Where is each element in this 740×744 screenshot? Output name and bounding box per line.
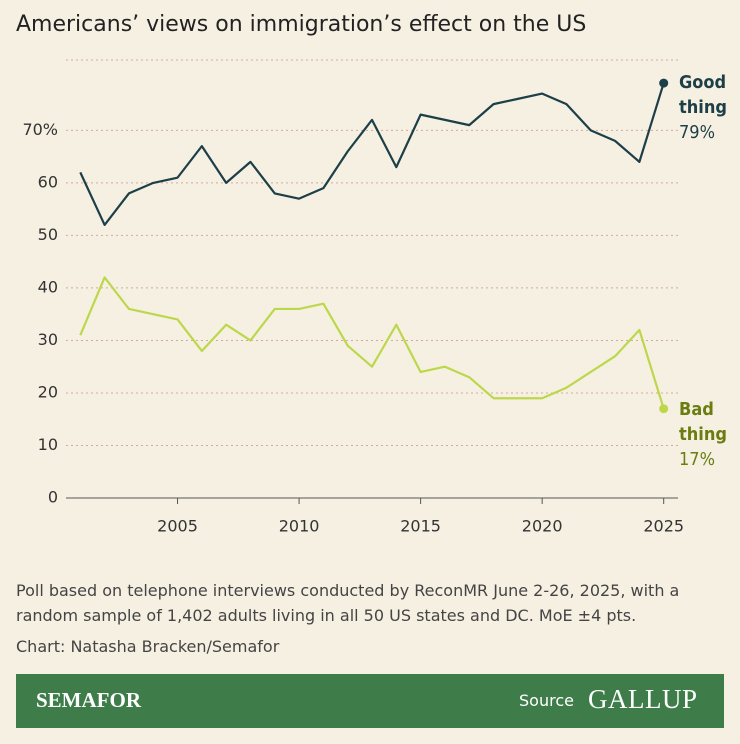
source-label: Source <box>519 691 574 710</box>
series-line <box>79 82 665 227</box>
series-label: Good thing 79% <box>679 70 735 145</box>
chart: 0 10 20 30 40 50 60 70% 2005 2010 2015 2020 2025 <box>22 59 684 536</box>
x-tick-label: 2020 <box>522 517 563 536</box>
end-value-label: 79% <box>679 122 715 143</box>
credit: Chart: Natasha Bracken/Semafor <box>16 637 280 656</box>
end-point <box>659 404 669 414</box>
y-tick-label: 50 <box>38 225 58 244</box>
x-tick-label: 2010 <box>279 517 320 536</box>
series-line <box>79 276 665 410</box>
x-tick-label: 2015 <box>400 517 441 536</box>
y-tick-label: 20 <box>38 382 58 401</box>
y-tick-label: 0 <box>48 488 58 507</box>
end-point <box>659 78 669 88</box>
notes: Poll based on telephone interviews condu… <box>16 581 680 625</box>
y-tick-label: 60 <box>38 172 58 191</box>
y-tick-label: 40 <box>38 277 58 296</box>
y-tick-label: 70% <box>22 120 58 139</box>
source: GALLUP <box>588 684 698 714</box>
y-tick-label: 10 <box>38 435 58 454</box>
chart-title: Americans’ views on immigration’s effect… <box>16 12 587 37</box>
x-tick-label: 2005 <box>157 517 198 536</box>
series-label: Bad thing 17% <box>679 397 735 472</box>
y-tick-label: 30 <box>38 330 58 349</box>
series-name: Good thing <box>679 72 727 118</box>
x-tick-label: 2025 <box>643 517 684 536</box>
series-name: Bad thing <box>679 399 727 445</box>
end-value-label: 17% <box>679 449 715 470</box>
brand: SEMAFOR <box>36 688 141 712</box>
footer: SEMAFOR Source GALLUP <box>16 674 724 728</box>
